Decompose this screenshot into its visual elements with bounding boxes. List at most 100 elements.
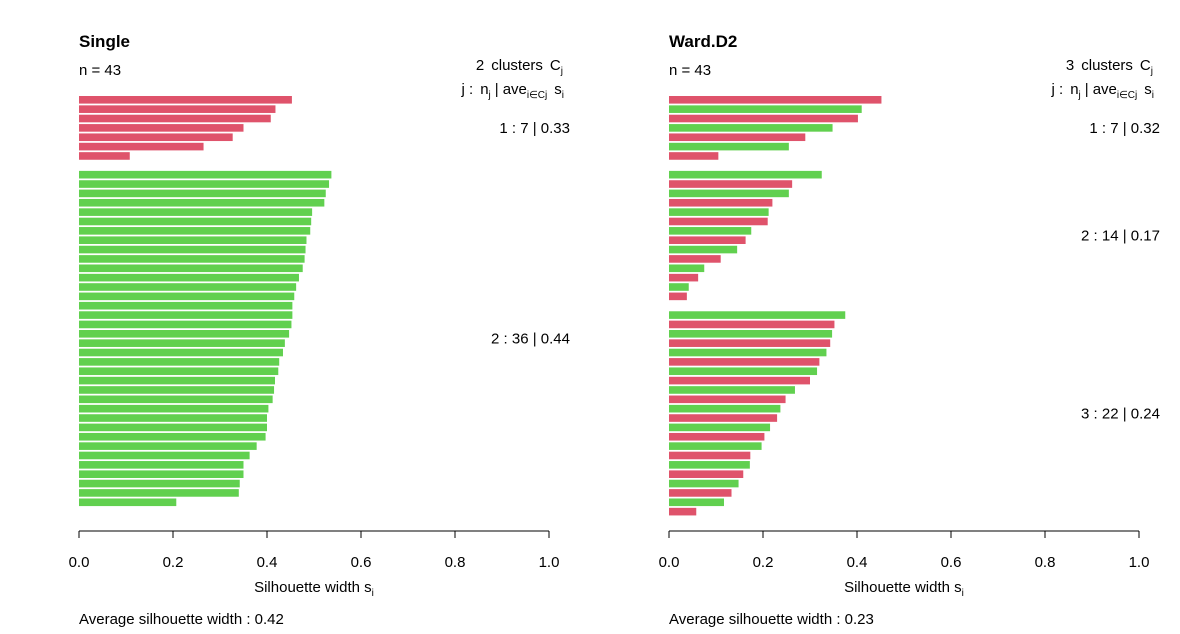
silhouette-bar <box>669 339 831 347</box>
silhouette-bar <box>79 301 293 310</box>
header-ave-sub: i∈Cj <box>527 90 547 101</box>
header-ave-sub: i∈Cj <box>1117 90 1137 101</box>
silhouette-bar <box>79 124 244 132</box>
cluster-label: 2 : 14 | 0.17 <box>1081 228 1160 245</box>
silhouette-bar <box>79 330 290 338</box>
silhouette-bar <box>79 404 269 413</box>
silhouette-bar <box>79 451 250 460</box>
silhouette-bar <box>669 283 689 291</box>
silhouette-bar <box>669 311 846 319</box>
silhouette-bar <box>79 208 313 216</box>
chart-title: Single <box>79 32 130 51</box>
silhouette-bar <box>669 133 806 142</box>
ward-d2-silhouette-panel: Ward.D2n = 43 3 clusters Cjj : nj | avei∈Cj si1… <box>659 32 1160 628</box>
x-tick-label: 1.0 <box>1129 554 1150 571</box>
average-silhouette-width: Average silhouette width : 0.42 <box>79 611 284 628</box>
c-subscript: j <box>560 66 563 77</box>
n-label: n = 43 <box>79 62 121 79</box>
silhouette-bar <box>669 442 762 450</box>
silhouette-bar <box>669 404 781 413</box>
silhouette-bar <box>79 348 283 357</box>
c-letter: C <box>550 57 561 74</box>
cluster-label: 1 : 7 | 0.33 <box>499 120 570 137</box>
silhouette-bar <box>669 198 773 207</box>
column-header: j : nj | avei∈Cj si <box>1051 81 1154 101</box>
header-ave: ave <box>1093 81 1117 98</box>
silhouette-bar <box>669 498 724 507</box>
silhouette-bar <box>79 376 275 385</box>
n-label: n = 43 <box>669 62 711 79</box>
column-header: j : nj | avei∈Cj si <box>461 81 564 101</box>
silhouette-bar <box>79 395 273 404</box>
silhouette-bar <box>79 414 267 422</box>
silhouette-bar <box>669 395 786 404</box>
silhouette-bar <box>79 217 312 226</box>
clusters-word: clusters <box>491 57 543 74</box>
silhouette-bar <box>79 442 257 450</box>
silhouette-bar <box>79 133 233 142</box>
silhouette-bar <box>669 376 810 385</box>
silhouette-bar <box>79 96 292 104</box>
silhouette-bar <box>79 311 293 319</box>
silhouette-bar <box>669 451 751 460</box>
header-n-sub: j <box>488 90 491 101</box>
clusters-word: clusters <box>1081 57 1133 74</box>
header-bar: | <box>1085 81 1089 98</box>
silhouette-bar <box>669 189 789 198</box>
x-tick-label: 0.4 <box>847 554 868 571</box>
header-s: s <box>1144 81 1152 98</box>
silhouette-bar <box>669 227 752 235</box>
silhouette-bar <box>669 461 750 469</box>
clusters-header: 3 clusters Cj <box>1066 57 1153 77</box>
x-axis-label: Silhouette width si <box>844 579 964 599</box>
average-silhouette-width: Average silhouette width : 0.23 <box>669 611 874 628</box>
silhouette-bar <box>79 339 285 347</box>
cluster-label: 1 : 7 | 0.32 <box>1089 120 1160 137</box>
x-axis-label-subscript: i <box>962 588 964 599</box>
x-tick-label: 0.6 <box>941 554 962 571</box>
silhouette-bar <box>669 330 833 338</box>
silhouette-bar <box>79 227 311 235</box>
silhouette-bar <box>79 245 306 254</box>
silhouette-bar <box>79 386 275 394</box>
silhouette-bar <box>79 152 130 160</box>
silhouette-bar <box>669 358 820 366</box>
silhouette-bar <box>669 264 705 273</box>
clusters-header: 2 clusters Cj <box>476 57 563 77</box>
chart-title: Ward.D2 <box>669 32 737 51</box>
header-j: j : <box>461 81 474 98</box>
silhouette-bar <box>79 489 239 497</box>
silhouette-bar <box>79 367 279 376</box>
silhouette-bar <box>79 189 326 198</box>
header-j: j : <box>1051 81 1064 98</box>
silhouette-bar <box>669 470 744 478</box>
silhouette-bar <box>669 170 822 179</box>
silhouette-bar <box>669 479 739 488</box>
silhouette-bar <box>669 142 789 151</box>
silhouette-bar <box>669 255 721 263</box>
silhouette-bar <box>79 114 271 123</box>
silhouette-bar <box>669 180 793 188</box>
x-tick-label: 0.0 <box>659 554 680 571</box>
cluster-count: 2 <box>476 57 484 74</box>
cluster-label: 3 : 22 | 0.24 <box>1081 405 1160 422</box>
silhouette-bar <box>79 264 303 273</box>
silhouette-bar <box>79 283 297 291</box>
silhouette-bar <box>79 461 244 469</box>
x-tick-label: 0.2 <box>753 554 774 571</box>
silhouette-bar <box>669 152 719 160</box>
silhouette-bar <box>669 348 827 357</box>
x-tick-label: 0.6 <box>351 554 372 571</box>
silhouette-bar <box>669 432 765 441</box>
x-tick-label: 0.8 <box>445 554 466 571</box>
x-axis-label-text: Silhouette width s <box>844 579 962 596</box>
x-axis-label-subscript: i <box>372 588 374 599</box>
silhouette-bar <box>79 142 204 151</box>
silhouette-bar <box>79 170 332 179</box>
silhouette-bar <box>79 180 330 188</box>
silhouette-bar <box>79 236 307 244</box>
silhouette-bar <box>79 432 266 441</box>
silhouette-bar <box>669 292 687 301</box>
silhouette-bar <box>79 498 177 507</box>
